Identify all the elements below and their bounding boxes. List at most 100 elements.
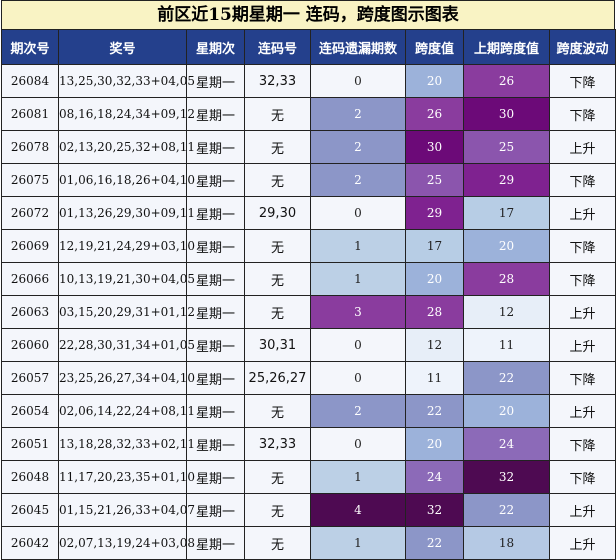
cell-numbers: 13,18,28,32,33+02,11: [58, 427, 195, 461]
cell-trend: 上升: [549, 526, 616, 560]
table-row: 26066 10,13,19,21,30+04,05 星期一无 1 20 28 下降: [1, 262, 616, 296]
cell-prev-span: 17: [463, 196, 550, 230]
cell-trend: 下降: [549, 427, 616, 461]
table-row: 26084 13,25,30,32,33+04,05 星期一 32,33 0 20 26 下降: [1, 64, 616, 98]
cell-trend: 上升: [549, 130, 616, 164]
cell-weekday: 星期一: [186, 163, 245, 197]
cell-omit: 2: [310, 163, 406, 197]
header-omit: 连码遗漏期数: [310, 29, 406, 65]
cell-prev-span: 20: [463, 229, 550, 263]
cell-span: 20: [405, 262, 464, 296]
cell-numbers: 10,13,19,21,30+04,05: [58, 262, 195, 296]
header-trend: 跨度波动: [549, 29, 616, 65]
table-row: 26069 12,19,21,24,29+03,10 星期一无 1 17 20 下降: [1, 229, 616, 263]
cell-prev-span: 18: [463, 526, 550, 560]
cell-numbers: 02,13,20,25,32+08,11: [58, 130, 195, 164]
header-prev-span: 上期跨度值: [463, 29, 550, 65]
cell-span: 22: [405, 394, 464, 428]
cell-issue: 26048: [1, 460, 59, 494]
cell-consec: 无: [244, 394, 311, 428]
cell-span: 26: [405, 97, 464, 131]
cell-numbers: 03,15,20,29,31+01,12: [58, 295, 195, 329]
cell-weekday: 星期一: [186, 460, 245, 494]
cell-omit: 0: [310, 328, 406, 362]
cell-issue: 26060: [1, 328, 59, 362]
cell-span: 20: [405, 427, 464, 461]
cell-prev-span: 26: [463, 64, 550, 98]
cell-trend: 上升: [549, 493, 616, 527]
cell-weekday: 星期一: [186, 229, 245, 263]
cell-span: 22: [405, 526, 464, 560]
cell-trend: 上升: [549, 295, 616, 329]
cell-omit: 2: [310, 394, 406, 428]
cell-omit: 0: [310, 64, 406, 98]
cell-trend: 下降: [549, 64, 616, 98]
cell-issue: 26066: [1, 262, 59, 296]
cell-consec: 29,30: [244, 196, 311, 230]
cell-consec: 32,33: [244, 64, 311, 98]
cell-span: 17: [405, 229, 464, 263]
cell-weekday: 星期一: [186, 526, 245, 560]
cell-issue: 26072: [1, 196, 59, 230]
cell-omit: 0: [310, 196, 406, 230]
cell-numbers: 08,16,18,24,34+09,12: [58, 97, 195, 131]
cell-trend: 上升: [549, 196, 616, 230]
cell-issue: 26075: [1, 163, 59, 197]
cell-consec: 无: [244, 526, 311, 560]
cell-consec: 32,33: [244, 427, 311, 461]
cell-omit: 2: [310, 97, 406, 131]
cell-omit: 4: [310, 493, 406, 527]
cell-issue: 26051: [1, 427, 59, 461]
cell-numbers: 01,06,16,18,26+04,10: [58, 163, 195, 197]
table-row: 26078 02,13,20,25,32+08,11 星期一无 2 30 25 上升: [1, 130, 616, 164]
cell-numbers: 02,07,13,19,24+03,08: [58, 526, 195, 560]
cell-trend: 下降: [549, 97, 616, 131]
cell-consec: 无: [244, 130, 311, 164]
cell-prev-span: 29: [463, 163, 550, 197]
cell-consec: 无: [244, 163, 311, 197]
table-row: 26063 03,15,20,29,31+01,12 星期一无 3 28 12 上升: [1, 295, 616, 329]
span-table: 期次号 奖号 星期次 连码号 连码遗漏期数 跨度值 上期跨度值 跨度波动 260…: [1, 29, 616, 560]
cell-weekday: 星期一: [186, 196, 245, 230]
cell-omit: 2: [310, 130, 406, 164]
cell-weekday: 星期一: [186, 427, 245, 461]
cell-numbers: 22,28,30,31,34+01,05: [58, 328, 195, 362]
header-issue: 期次号: [1, 29, 59, 65]
cell-prev-span: 12: [463, 295, 550, 329]
table-row: 26060 22,28,30,31,34+01,05 星期一 30,31 0 12 11 上升: [1, 328, 616, 362]
cell-trend: 下降: [549, 163, 616, 197]
cell-span: 12: [405, 328, 464, 362]
cell-trend: 上升: [549, 394, 616, 428]
cell-trend: 下降: [549, 229, 616, 263]
cell-consec: 无: [244, 493, 311, 527]
cell-weekday: 星期一: [186, 262, 245, 296]
header-span: 跨度值: [405, 29, 464, 65]
table-row: 26057 23,25,26,27,34+04,10 星期一 25,26,27 0 11 2…: [1, 361, 616, 395]
table-body: 26084 13,25,30,32,33+04,05 星期一 32,33 0 20 26 下降…: [1, 64, 616, 560]
cell-weekday: 星期一: [186, 295, 245, 329]
cell-span: 29: [405, 196, 464, 230]
cell-prev-span: 25: [463, 130, 550, 164]
header-weekday: 星期次: [186, 29, 245, 65]
cell-prev-span: 22: [463, 361, 550, 395]
cell-prev-span: 32: [463, 460, 550, 494]
cell-prev-span: 30: [463, 97, 550, 131]
cell-numbers: 01,15,21,26,33+04,07: [58, 493, 195, 527]
cell-numbers: 11,17,20,23,35+01,10: [58, 460, 195, 494]
chart-title: 前区近15期星期一 连码，跨度图示图表: [1, 0, 615, 29]
cell-omit: 3: [310, 295, 406, 329]
cell-issue: 26063: [1, 295, 59, 329]
cell-weekday: 星期一: [186, 493, 245, 527]
cell-span: 11: [405, 361, 464, 395]
cell-consec: 无: [244, 97, 311, 131]
cell-issue: 26078: [1, 130, 59, 164]
cell-numbers: 13,25,30,32,33+04,05: [58, 64, 195, 98]
cell-trend: 下降: [549, 361, 616, 395]
table-row: 26054 02,06,14,22,24+08,11 星期一无 2 22 20 上升: [1, 394, 616, 428]
cell-span: 30: [405, 130, 464, 164]
cell-omit: 1: [310, 460, 406, 494]
cell-issue: 26054: [1, 394, 59, 428]
cell-trend: 下降: [549, 262, 616, 296]
cell-prev-span: 11: [463, 328, 550, 362]
